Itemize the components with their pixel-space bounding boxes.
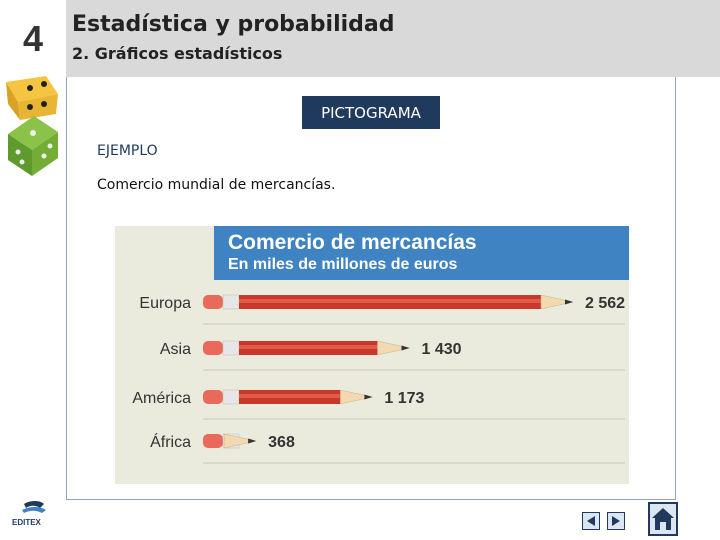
chart-title-band [214,226,629,280]
pencil-highlight [239,345,378,349]
page-subtitle: 2. Gráficos estadísticos [72,44,283,63]
next-button[interactable] [607,512,625,530]
chart-subtitle: En miles de millones de euros [228,256,458,273]
unit-number: 4 [0,0,66,77]
next-arrow-icon [612,516,620,526]
pencil-eraser [203,295,223,309]
pencil-graphite [401,345,410,351]
pencil-tip [223,433,257,449]
green-die [8,116,58,176]
pictogram-chart: Comercio de mercancías En miles de millo… [115,226,629,484]
category-label: África [150,432,191,451]
pencil-ferrule [222,294,240,310]
chart-title: Comercio de mercancías [228,231,477,254]
home-icon [652,508,674,530]
logo-text: EDITEX [12,518,41,527]
pencil-ferrule [222,389,240,405]
category-label: Europa [139,295,191,312]
pencil-eraser [203,390,223,404]
content-frame [66,77,676,500]
value-label: 2 562 [585,295,625,312]
dice-icon [6,76,58,176]
prev-arrow-icon [587,516,595,526]
category-label: América [132,390,191,407]
prev-button[interactable] [582,512,600,530]
section-label: PICTOGRAMA [302,96,440,129]
chart-description: Comercio mundial de mercancías. [97,177,336,193]
category-label: Asia [160,341,191,358]
value-label: 1 430 [422,341,462,358]
page-title: Estadística y probabilidad [72,12,395,37]
pencil-graphite [364,394,373,400]
pencil-tip [377,340,410,356]
pencil-eraser [203,341,223,355]
header-bar: 4 Estadística y probabilidad 2. Gráficos… [0,0,720,77]
pencil-highlight [239,394,341,398]
example-label: EJEMPLO [97,143,158,159]
pencil-graphite [248,438,257,444]
pencil-highlight [239,299,541,303]
value-label: 1 173 [384,390,424,407]
pencil-ferrule [222,340,240,356]
value-label: 368 [268,434,295,451]
pencil-tip [340,389,373,405]
pencil-tip [540,294,574,310]
editex-logo [22,501,46,513]
pencil-graphite [565,299,573,305]
home-button[interactable] [648,502,678,536]
pencil-eraser [203,434,223,448]
yellow-die [6,76,58,120]
